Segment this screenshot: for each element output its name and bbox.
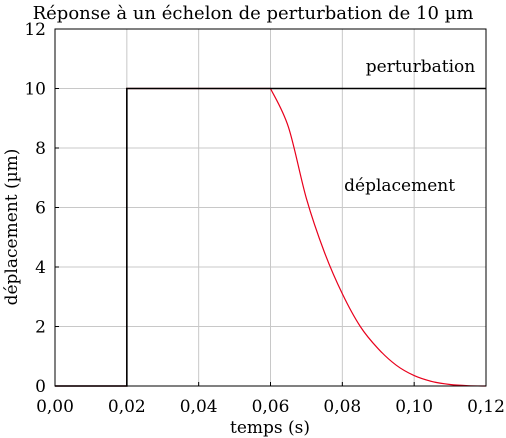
series-line-deplacement <box>55 87 487 387</box>
x-tick-label-4: 0,08 <box>323 397 361 417</box>
x-tick-label-3: 0,06 <box>252 397 290 417</box>
y-tick-label-2: 4 <box>35 258 46 278</box>
x-axis-label: temps (s) <box>230 418 310 438</box>
y-tick-label-3: 6 <box>35 199 46 219</box>
grid <box>55 29 486 386</box>
x-tick-label-0: 0,00 <box>36 397 74 417</box>
x-tick-label-2: 0,04 <box>180 397 218 417</box>
x-tick-label-6: 0,12 <box>467 397 505 417</box>
x-tick-label-5: 0,10 <box>395 397 433 417</box>
annotation-deplacement: déplacement <box>344 176 455 196</box>
annotations: perturbation déplacement <box>344 57 475 196</box>
chart-title: Réponse à un échelon de perturbation de … <box>33 3 474 24</box>
y-tick-label-4: 8 <box>35 139 46 159</box>
x-tick-label-1: 0,02 <box>108 397 146 417</box>
y-tick-label-1: 2 <box>35 318 46 338</box>
annotation-perturbation: perturbation <box>366 57 475 77</box>
y-tick-label-5: 10 <box>24 80 46 100</box>
y-axis-ticks: 0 2 4 6 8 10 12 <box>24 20 59 397</box>
y-tick-label-0: 0 <box>35 377 46 397</box>
y-axis-label: déplacement (µm) <box>2 149 22 306</box>
y-tick-label-6: 12 <box>24 20 46 40</box>
x-axis-ticks: 0,00 0,02 0,04 0,06 0,08 0,10 0,12 <box>36 382 505 417</box>
